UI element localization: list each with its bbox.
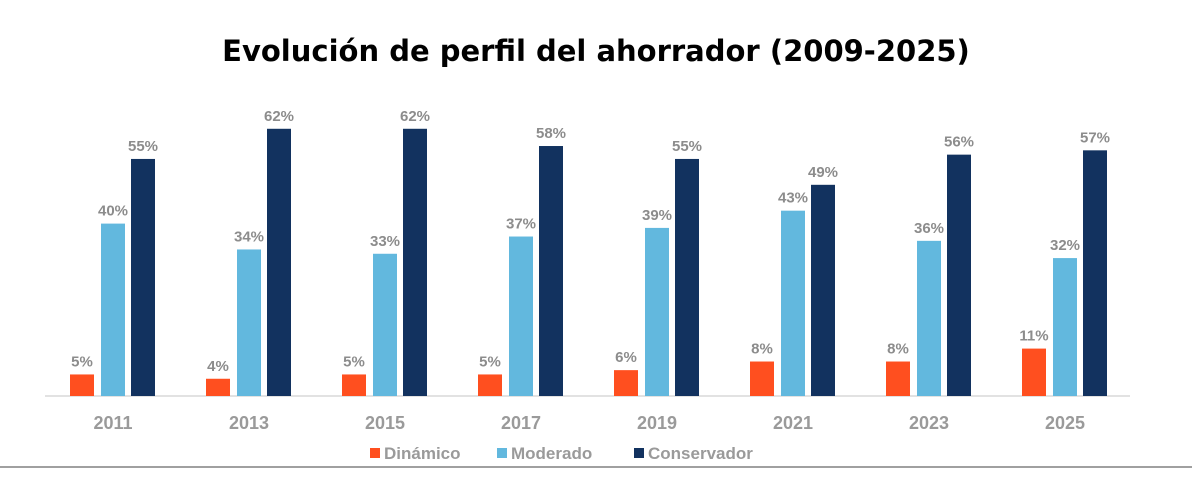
x-tick-label: 2015 xyxy=(365,413,405,433)
bar-moderado-2021 xyxy=(781,210,805,396)
bar-moderado-2025 xyxy=(1053,258,1077,396)
x-tick-label: 2011 xyxy=(93,413,132,433)
data-label: 32% xyxy=(1050,237,1080,254)
data-label: 8% xyxy=(751,341,773,358)
bar-dinámico-2013 xyxy=(206,378,230,396)
data-label: 58% xyxy=(536,125,566,142)
legend-label-dinámico: Dinámico xyxy=(384,444,461,463)
data-label: 55% xyxy=(128,138,158,155)
x-tick-label: 2017 xyxy=(501,413,541,433)
legend-label-moderado: Moderado xyxy=(511,444,592,463)
data-label: 40% xyxy=(98,203,128,220)
data-label: 4% xyxy=(207,358,229,375)
bar-dinámico-2015 xyxy=(342,374,366,396)
data-label: 11% xyxy=(1019,328,1048,345)
x-tick-label: 2023 xyxy=(909,413,949,433)
bar-conservador-2011 xyxy=(131,158,155,396)
bar-moderado-2015 xyxy=(373,253,397,396)
bar-dinámico-2019 xyxy=(614,370,638,396)
data-label: 37% xyxy=(506,216,536,233)
bar-moderado-2013 xyxy=(237,249,261,396)
data-label: 5% xyxy=(479,353,501,370)
bar-moderado-2019 xyxy=(645,227,669,396)
x-tick-label: 2013 xyxy=(229,413,269,433)
data-label: 6% xyxy=(615,349,637,366)
data-label: 56% xyxy=(944,134,974,151)
data-label: 62% xyxy=(264,108,294,125)
bar-moderado-2017 xyxy=(509,236,533,396)
bar-moderado-2011 xyxy=(101,223,125,396)
data-label: 34% xyxy=(234,228,264,245)
bar-dinámico-2011 xyxy=(70,374,94,396)
data-label: 33% xyxy=(370,233,400,250)
x-tick-label: 2021 xyxy=(773,413,813,433)
bar-conservador-2025 xyxy=(1083,150,1107,396)
bar-dinámico-2017 xyxy=(478,374,502,396)
legend-swatch-conservador xyxy=(634,448,644,458)
chart-title: Evolución de perfil del ahorrador (2009-… xyxy=(222,34,970,68)
x-tick-label: 2019 xyxy=(637,413,677,433)
data-label: 5% xyxy=(343,353,365,370)
data-label: 5% xyxy=(71,353,93,370)
bar-conservador-2023 xyxy=(947,154,971,396)
legend-label-conservador: Conservador xyxy=(648,444,753,463)
data-label: 8% xyxy=(887,341,909,358)
bar-conservador-2019 xyxy=(675,158,699,396)
bar-conservador-2017 xyxy=(539,146,563,396)
bar-conservador-2015 xyxy=(403,128,427,396)
x-tick-label: 2025 xyxy=(1045,413,1085,433)
bar-dinámico-2025 xyxy=(1022,348,1046,396)
legend-swatch-dinámico xyxy=(370,448,380,458)
data-label: 39% xyxy=(642,207,672,224)
data-label: 57% xyxy=(1080,129,1110,146)
bar-dinámico-2021 xyxy=(750,361,774,396)
data-label: 49% xyxy=(808,164,838,181)
bar-dinámico-2023 xyxy=(886,361,910,396)
bar-moderado-2023 xyxy=(917,240,941,396)
data-label: 55% xyxy=(672,138,702,155)
data-label: 43% xyxy=(778,190,808,207)
legend-swatch-moderado xyxy=(497,448,507,458)
data-label: 62% xyxy=(400,108,430,125)
bar-conservador-2021 xyxy=(811,184,835,396)
bar-conservador-2013 xyxy=(267,128,291,396)
data-label: 36% xyxy=(914,220,944,237)
